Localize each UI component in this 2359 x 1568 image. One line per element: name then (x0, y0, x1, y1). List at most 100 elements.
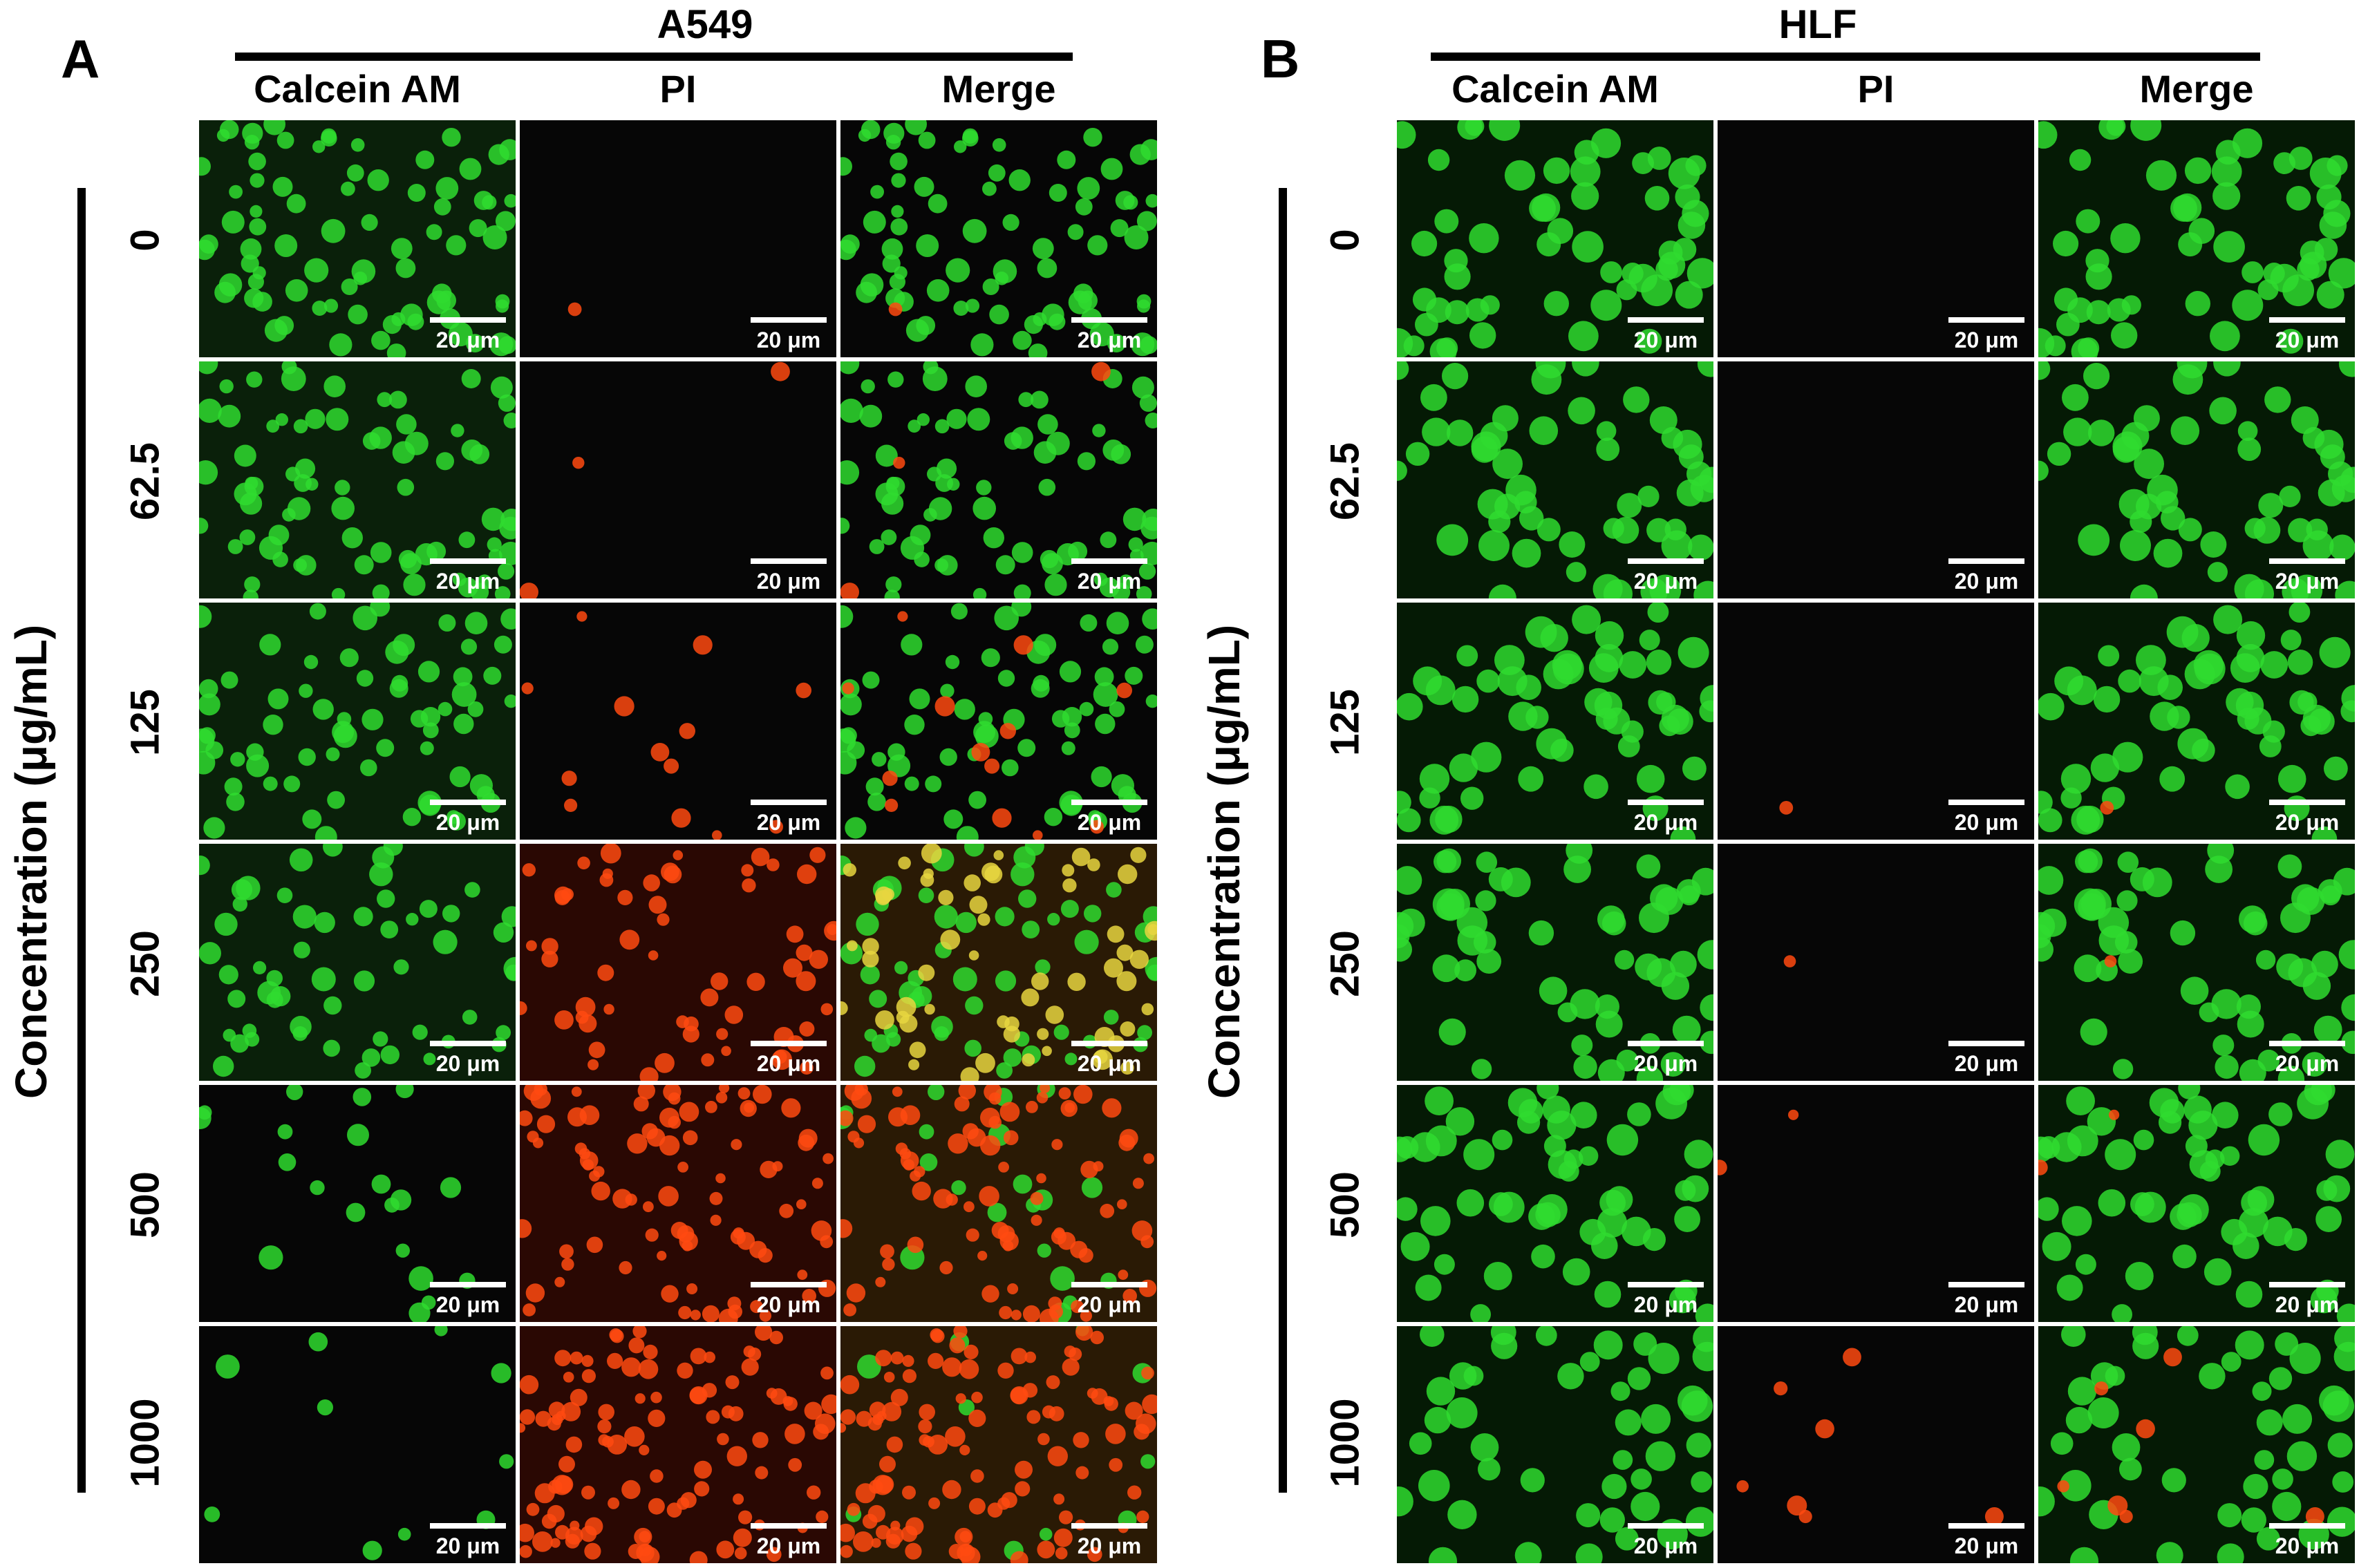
concentration-bracket-line (1279, 188, 1287, 1493)
scale-bar: 20 μm (1948, 1282, 2024, 1316)
scale-bar: 20 μm (751, 317, 827, 352)
scale-bar-label: 20 μm (1633, 810, 1698, 835)
scale-bar: 20 μm (1948, 317, 2024, 352)
micrograph-image (840, 844, 1157, 1081)
micrograph-calcein-1000: 20 μm (1397, 1326, 1713, 1563)
scale-bar-line (1071, 800, 1147, 805)
row-label-62-5: 62.5 (1322, 442, 1368, 520)
scale-bar-label: 20 μm (435, 810, 500, 835)
scale-bar-label: 20 μm (1077, 1292, 1142, 1317)
scale-bar-line (1071, 1523, 1147, 1529)
scale-bar-label: 20 μm (2275, 328, 2340, 352)
scale-bar-line (1628, 1041, 1704, 1046)
scale-bar-line (1628, 1282, 1704, 1287)
micrograph-calcein-500: 20 μm (199, 1085, 516, 1322)
micrograph-merge-1000: 20 μm (2038, 1326, 2355, 1563)
scale-bar: 20 μm (430, 800, 506, 834)
scale-bar: 20 μm (430, 1041, 506, 1075)
micrograph-merge-62-5: 20 μm (2038, 361, 2355, 598)
scale-bar: 20 μm (1071, 800, 1147, 834)
scale-bar: 20 μm (1071, 1523, 1147, 1558)
row-label-1000: 1000 (1322, 1398, 1368, 1488)
micrograph-merge-1000: 20 μm (840, 1326, 1157, 1563)
scale-bar-label: 20 μm (435, 328, 500, 352)
row-label-1000: 1000 (122, 1398, 168, 1488)
scale-bar: 20 μm (1071, 1041, 1147, 1075)
title-bracket-line (235, 53, 1073, 61)
micrograph-merge-500: 20 μm (840, 1085, 1157, 1322)
scale-bar-label: 20 μm (1633, 328, 1698, 352)
micrograph-merge-62-5: 20 μm (840, 361, 1157, 598)
scale-bar-label: 20 μm (1077, 328, 1142, 352)
micrograph-calcein-62-5: 20 μm (199, 361, 516, 598)
column-header-pi: PI (659, 67, 697, 111)
panel-a: A A549 Calcein AM PI Merge Concentration… (0, 0, 1179, 1568)
micrograph-pi-0: 20 μm (1718, 120, 2034, 357)
scale-bar-line (751, 800, 827, 805)
scale-bar: 20 μm (2269, 558, 2345, 593)
scale-bar-label: 20 μm (1077, 1051, 1142, 1076)
scale-bar: 20 μm (1628, 800, 1704, 834)
concentration-axis-label: Concentration (μg/mL) (6, 624, 56, 1099)
scale-bar-label: 20 μm (435, 569, 500, 594)
micrograph-pi-500: 20 μm (520, 1085, 836, 1322)
scale-bar-line (430, 1041, 506, 1046)
panel-letter: A (61, 28, 100, 89)
micrograph-image (1397, 603, 1713, 840)
scale-bar: 20 μm (430, 1282, 506, 1316)
scale-bar-line (751, 558, 827, 564)
micrograph-merge-125: 20 μm (840, 603, 1157, 840)
scale-bar-line (2269, 1523, 2345, 1529)
scale-bar-line (430, 1282, 506, 1287)
micrograph-calcein-250: 20 μm (1397, 844, 1713, 1081)
scale-bar: 20 μm (751, 558, 827, 593)
scale-bar-line (1071, 317, 1147, 323)
scale-bar: 20 μm (430, 317, 506, 352)
row-label-500: 500 (122, 1171, 168, 1238)
row-label-500: 500 (1322, 1171, 1368, 1238)
scale-bar-label: 20 μm (756, 328, 821, 352)
scale-bar-line (430, 558, 506, 564)
scale-bar-line (1948, 317, 2024, 323)
scale-bar-label: 20 μm (756, 1533, 821, 1558)
scale-bar-label: 20 μm (2275, 1051, 2340, 1076)
scale-bar-label: 20 μm (2275, 810, 2340, 835)
micrograph-merge-125: 20 μm (2038, 603, 2355, 840)
scale-bar-label: 20 μm (1954, 328, 2019, 352)
column-header-merge: Merge (2139, 67, 2254, 111)
title-bracket-line (1431, 53, 2260, 61)
scale-bar: 20 μm (1071, 1282, 1147, 1316)
micrograph-image (2038, 1085, 2355, 1322)
scale-bar: 20 μm (1628, 1523, 1704, 1558)
micrograph-calcein-125: 20 μm (199, 603, 516, 840)
scale-bar: 20 μm (1628, 1041, 1704, 1075)
scale-bar-label: 20 μm (435, 1292, 500, 1317)
micrograph-merge-0: 20 μm (2038, 120, 2355, 357)
micrograph-calcein-62-5: 20 μm (1397, 361, 1713, 598)
micrograph-pi-1000: 20 μm (520, 1326, 836, 1563)
micrograph-pi-250: 20 μm (1718, 844, 2034, 1081)
scale-bar: 20 μm (2269, 1523, 2345, 1558)
scale-bar: 20 μm (1948, 1041, 2024, 1075)
scale-bar: 20 μm (1628, 1282, 1704, 1316)
scale-bar-line (430, 317, 506, 323)
scale-bar: 20 μm (751, 1523, 827, 1558)
scale-bar-line (2269, 317, 2345, 323)
micrograph-merge-500: 20 μm (2038, 1085, 2355, 1322)
row-label-125: 125 (122, 689, 168, 756)
scale-bar-label: 20 μm (1954, 810, 2019, 835)
scale-bar-label: 20 μm (1954, 1292, 2019, 1317)
micrograph-calcein-250: 20 μm (199, 844, 516, 1081)
scale-bar-label: 20 μm (756, 1051, 821, 1076)
scale-bar-line (2269, 1282, 2345, 1287)
panel-letter: B (1261, 28, 1300, 89)
scale-bar-line (1948, 1041, 2024, 1046)
scale-bar-line (1948, 1282, 2024, 1287)
scale-bar-line (1071, 1041, 1147, 1046)
scale-bar: 20 μm (1948, 558, 2024, 593)
scale-bar-line (751, 1041, 827, 1046)
micrograph-image (1397, 120, 1713, 357)
scale-bar-line (430, 1523, 506, 1529)
scale-bar: 20 μm (751, 800, 827, 834)
scale-bar-line (1071, 1282, 1147, 1287)
